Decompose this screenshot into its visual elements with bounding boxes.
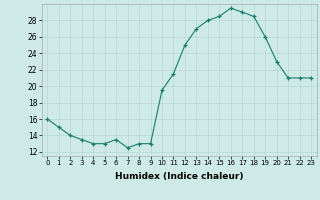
X-axis label: Humidex (Indice chaleur): Humidex (Indice chaleur) <box>115 172 244 181</box>
